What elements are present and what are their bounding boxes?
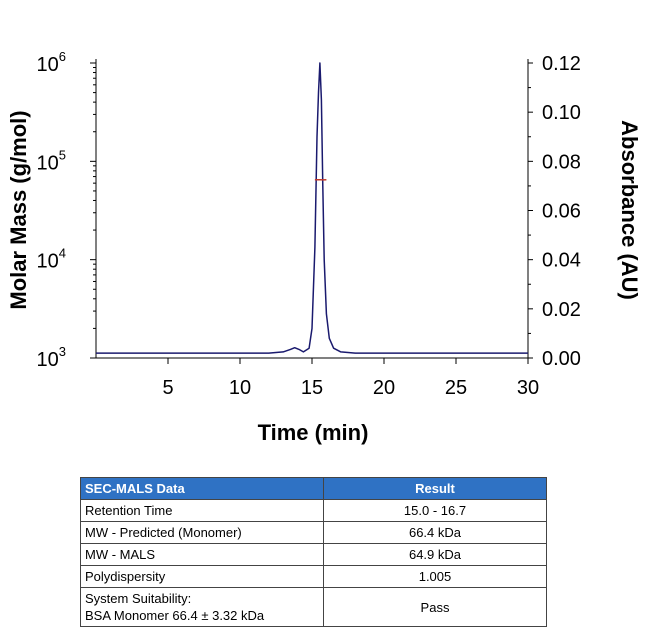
row-label: Retention Time: [80, 499, 324, 522]
x-tick-label: 15: [301, 377, 323, 399]
row-value: Pass: [323, 587, 547, 627]
table-header-data: SEC-MALS Data: [80, 477, 324, 500]
sec-mals-table: SEC-MALS Data Result Retention Time 15.0…: [80, 477, 547, 627]
x-tick-label: 25: [445, 377, 467, 399]
y-left-tick-label: 103: [37, 344, 66, 371]
chart-ticks: 5 10 15 20 25 30 103 104 105 106 0.00 0.02 0.04 0.06 0…: [37, 49, 581, 399]
y-left-tick-label: 106: [37, 49, 66, 76]
row-label: System Suitability: BSA Monomer 66.4 ± 3…: [80, 587, 324, 627]
y-axis-right-title: Absorbance (AU): [617, 120, 642, 300]
table-header-result: Result: [323, 477, 547, 500]
y-axis-left-title: Molar Mass (g/mol): [6, 110, 31, 309]
row-value: 66.4 kDa: [323, 521, 547, 544]
row-value: 64.9 kDa: [323, 543, 547, 566]
table-row: Retention Time 15.0 - 16.7: [80, 499, 547, 522]
x-tick-label: 10: [229, 377, 251, 399]
y-right-tick-label: 0.06: [542, 201, 581, 223]
chart-marks: [96, 62, 528, 354]
y-right-tick-label: 0.08: [542, 151, 581, 173]
table-row: MW - Predicted (Monomer) 66.4 kDa: [80, 521, 547, 544]
table-row-system-suitability: System Suitability: BSA Monomer 66.4 ± 3…: [80, 587, 547, 627]
y-right-tick-label: 0.00: [542, 348, 581, 370]
y-right-tick-label: 0.04: [542, 250, 581, 272]
row-label: Polydispersity: [80, 565, 324, 588]
y-right-tick-label: 0.12: [542, 53, 581, 75]
sec-mals-chart: 5 10 15 20 25 30 103 104 105 106 0.00 0.02 0.04 0.06 0…: [6, 49, 642, 445]
row-label-line2: BSA Monomer 66.4 ± 3.32 kDa: [85, 608, 265, 623]
y-left-tick-label: 104: [37, 246, 66, 273]
table-row: MW - MALS 64.9 kDa: [80, 543, 547, 566]
row-value: 1.005: [323, 565, 547, 588]
row-label: MW - MALS: [80, 543, 324, 566]
row-label-line1: System Suitability:: [85, 591, 192, 606]
absorbance-trace: [96, 62, 528, 354]
row-label: MW - Predicted (Monomer): [80, 521, 324, 544]
x-tick-label: 20: [373, 377, 395, 399]
y-left-tick-label: 105: [37, 147, 66, 174]
table-row: Polydispersity 1.005: [80, 565, 547, 588]
y-right-tick-label: 0.10: [542, 102, 581, 124]
x-tick-label: 5: [162, 377, 173, 399]
x-tick-label: 30: [517, 377, 539, 399]
table-header-row: SEC-MALS Data Result: [80, 477, 547, 500]
y-right-tick-label: 0.02: [542, 299, 581, 321]
x-axis-title: Time (min): [258, 420, 369, 445]
row-value: 15.0 - 16.7: [323, 499, 547, 522]
